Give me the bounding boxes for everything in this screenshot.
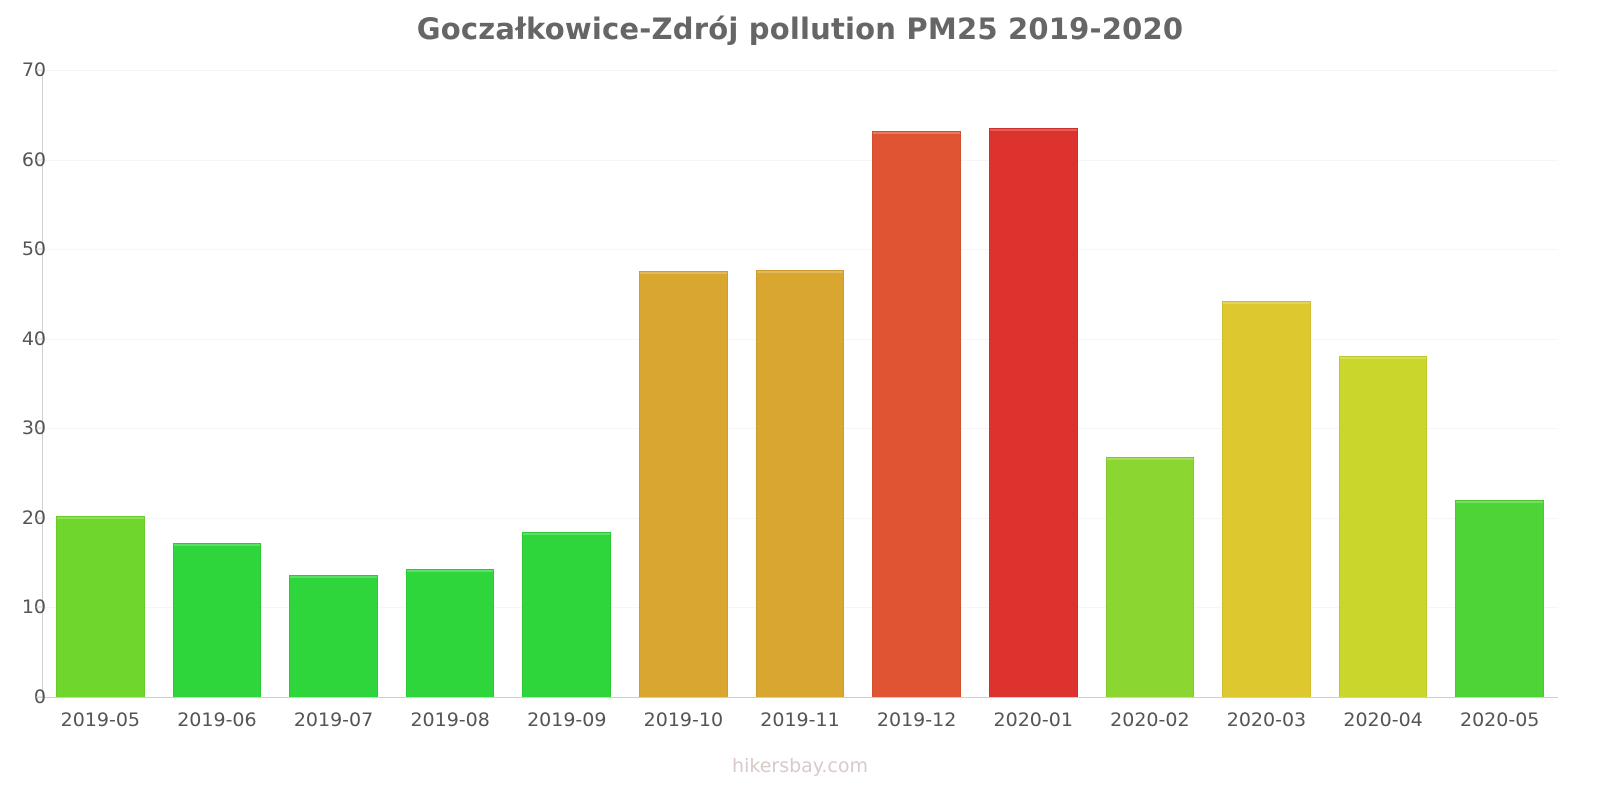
- y-tick-mark-60: [36, 159, 42, 161]
- y-tick-mark-40: [36, 338, 42, 340]
- bar-slot: [1325, 70, 1442, 697]
- x-tick-label-2019-12: 2019-12: [876, 709, 957, 731]
- bar-top-highlight: [989, 129, 1077, 132]
- gridline-60: [42, 159, 1558, 161]
- bar[interactable]: [988, 128, 1078, 697]
- chart-title: Goczałkowice-Zdrój pollution PM25 2019-2…: [416, 12, 1184, 46]
- y-tick-label-20: 20: [21, 506, 46, 529]
- bar[interactable]: [1455, 499, 1544, 697]
- y-tick-mark-70: [36, 69, 42, 71]
- y-tick-mark-50: [36, 248, 42, 250]
- y-tick-label-10: 10: [21, 596, 46, 619]
- bar-slot: [392, 70, 509, 697]
- x-tick-label-2019-09: 2019-09: [527, 709, 607, 731]
- bar-slot: [1092, 70, 1209, 697]
- bar-top-highlight: [1339, 356, 1427, 359]
- y-tick-mark-20: [36, 517, 42, 519]
- bar-slot: [1208, 70, 1325, 697]
- bar[interactable]: [872, 130, 961, 697]
- bar[interactable]: [522, 532, 612, 697]
- y-tick-mark-10: [36, 606, 42, 608]
- x-axis: 2019-05 2019-06 2019-07 2019-08 2019-09 2019-…: [42, 709, 1558, 743]
- x-tick-label-2020-01: 2020-01: [993, 709, 1073, 731]
- bar[interactable]: [405, 568, 495, 697]
- bar-slot: [742, 70, 859, 697]
- bar[interactable]: [1105, 456, 1195, 697]
- bar[interactable]: [1338, 355, 1428, 697]
- bar[interactable]: [639, 270, 728, 697]
- bar-top-highlight: [1456, 500, 1543, 503]
- y-tick-label-30: 30: [21, 417, 46, 440]
- bar[interactable]: [172, 542, 262, 697]
- bar[interactable]: [755, 269, 845, 697]
- y-tick-label-70: 70: [21, 59, 46, 81]
- y-tick-mark-0: [36, 696, 42, 698]
- bar-slot: [858, 70, 975, 697]
- y-axis-line: [42, 70, 43, 698]
- bar-top-highlight: [290, 576, 377, 579]
- bar-top-highlight: [1106, 457, 1194, 460]
- x-tick-label-2020-05: 2020-05: [1459, 709, 1540, 731]
- y-tick-mark-30: [36, 427, 42, 429]
- bar-top-highlight: [523, 533, 611, 536]
- bar-top-highlight: [56, 517, 144, 520]
- x-tick-label-2019-05: 2019-05: [60, 709, 140, 731]
- bar-slot: [275, 70, 392, 697]
- bar-slot: [42, 70, 159, 697]
- y-tick-label-60: 60: [21, 148, 46, 171]
- x-axis-line: [36, 697, 1558, 698]
- bar-top-highlight: [173, 543, 261, 546]
- x-tick-label-2020-04: 2020-04: [1343, 709, 1423, 731]
- bar-top-highlight: [756, 270, 844, 273]
- y-tick-label-50: 50: [21, 238, 46, 261]
- bar-slot: [625, 70, 742, 697]
- y-tick-label-40: 40: [21, 327, 46, 350]
- bar-slot: [1441, 70, 1558, 697]
- x-tick-label-2019-08: 2019-08: [410, 709, 490, 731]
- bars-group: [42, 70, 1558, 697]
- x-tick-label-2020-02: 2020-02: [1110, 709, 1190, 731]
- bar[interactable]: [289, 575, 378, 697]
- bar-slot: [975, 70, 1092, 697]
- x-tick-label-2020-03: 2020-03: [1226, 709, 1307, 731]
- gridline-70: [42, 70, 1558, 71]
- x-tick-label-2019-10: 2019-10: [643, 709, 724, 731]
- gridline-50: [42, 249, 1558, 251]
- x-tick-label-2019-11: 2019-11: [760, 709, 840, 731]
- x-tick-label-2019-07: 2019-07: [293, 709, 374, 731]
- bar-top-highlight: [406, 569, 494, 572]
- bar-top-highlight: [640, 271, 727, 274]
- bar[interactable]: [1222, 301, 1311, 697]
- watermark-label: hikersbay.com: [732, 755, 868, 777]
- x-tick-label-2019-06: 2019-06: [177, 709, 257, 731]
- bar-slot: [508, 70, 625, 697]
- bar-top-highlight: [873, 131, 960, 134]
- bar-slot: [159, 70, 276, 697]
- bar-top-highlight: [1223, 302, 1310, 305]
- bar[interactable]: [55, 516, 145, 697]
